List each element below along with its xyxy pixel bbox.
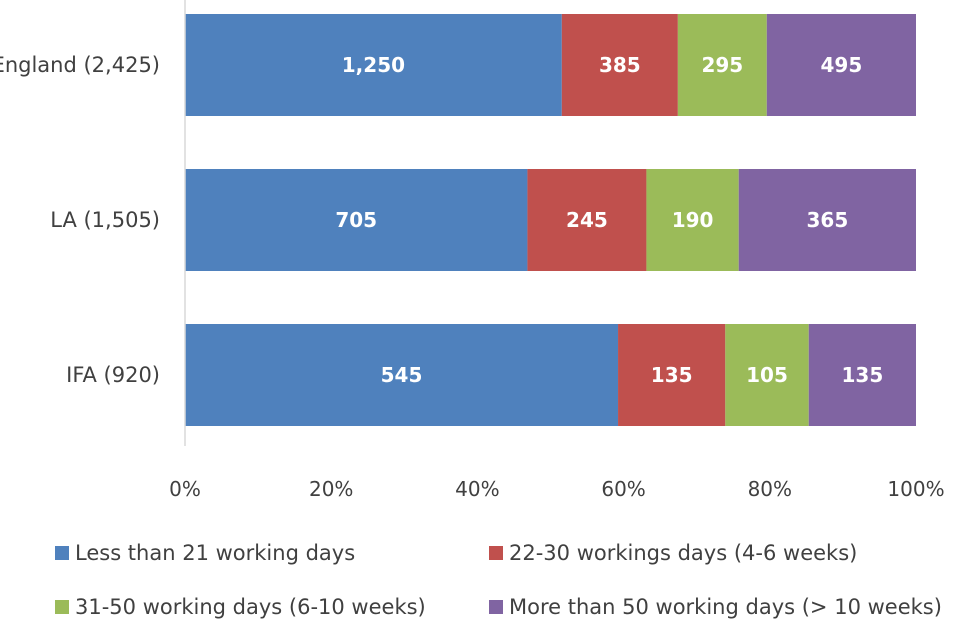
data-label: 295 [701,53,743,77]
data-label: 705 [335,208,377,232]
legend-label: Less than 21 working days [75,541,355,565]
bar-segment [185,169,528,271]
bar-segment [646,169,739,271]
bar-segment [185,14,562,116]
legend-swatch [55,600,69,614]
x-tick-label: 80% [748,477,792,501]
x-axis-tick-labels: 0% 20% 40% 60% 80% 100% [169,477,944,501]
category-labels: England (2,425) LA (1,505) IFA (920) [0,53,160,387]
data-label: 245 [566,208,608,232]
bar-segment [185,324,619,426]
data-label: 135 [651,363,693,387]
bars-group: 1,250 385 295 495 705 245 190 365 545 135 105 135 [185,14,916,426]
category-label: England (2,425) [0,53,160,77]
legend-label: More than 50 working days (> 10 weeks) [509,595,942,619]
legend-swatch [55,546,69,560]
data-label: 545 [381,363,423,387]
bar-segment [808,324,916,426]
x-tick-label: 60% [601,477,645,501]
bar-segment [766,14,916,116]
data-label: 495 [821,53,863,77]
legend-label: 22-30 workings days (4-6 weeks) [509,541,857,565]
bar-segment [677,14,767,116]
bar-segment [618,324,726,426]
data-label: 385 [599,53,641,77]
data-label: 190 [672,208,714,232]
data-label: 135 [841,363,883,387]
legend-swatch [489,600,503,614]
data-label: 105 [746,363,788,387]
bar-segment [725,324,809,426]
bar-segment [738,169,916,271]
x-tick-label: 100% [887,477,944,501]
legend-swatch [489,546,503,560]
data-label: 1,250 [342,53,405,77]
x-tick-label: 0% [169,477,201,501]
x-tick-label: 40% [455,477,499,501]
bar-segment [527,169,647,271]
x-tick-label: 20% [309,477,353,501]
legend: Less than 21 working days 22-30 workings … [55,541,942,619]
category-label: IFA (920) [66,363,160,387]
category-label: LA (1,505) [50,208,160,232]
legend-label: 31-50 working days (6-10 weeks) [75,595,426,619]
data-label: 365 [806,208,848,232]
bar-segment [561,14,678,116]
